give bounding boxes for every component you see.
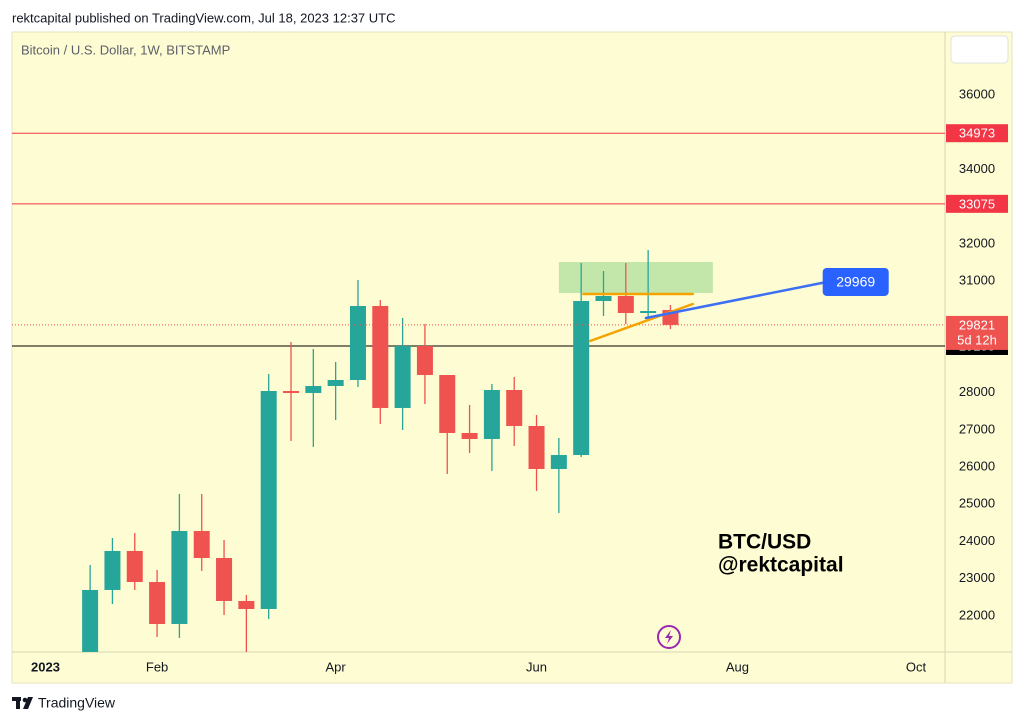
- scale-button[interactable]: [950, 35, 1009, 64]
- logo-part: [23, 697, 33, 709]
- candle-body: [82, 589, 99, 652]
- candle-body: [550, 455, 567, 469]
- y-tick-label: 28000: [959, 384, 995, 399]
- candle-body: [193, 530, 210, 559]
- y-tick-label: 27000: [959, 421, 995, 436]
- candle-body: [640, 311, 657, 314]
- trend-line: [644, 280, 828, 320]
- candle-body: [171, 530, 188, 624]
- candle-body: [349, 305, 366, 380]
- level-label-box: [946, 124, 1008, 143]
- candle-body: [283, 391, 300, 393]
- candle-body: [617, 296, 634, 314]
- candle-body: [216, 558, 233, 601]
- candle-body: [104, 550, 121, 590]
- candle-body: [528, 425, 545, 469]
- lightning-icon[interactable]: [657, 625, 681, 649]
- header: rektcapital published on TradingView.com…: [12, 10, 396, 25]
- y-tick-label: 23000: [959, 570, 995, 585]
- icon-bolt: [665, 630, 673, 644]
- level-label: 33075: [959, 196, 995, 211]
- candle-body: [372, 305, 389, 408]
- candle-body: [305, 385, 322, 393]
- y-tick-label: 24000: [959, 533, 995, 548]
- x-tick-label: Apr: [326, 659, 347, 674]
- callout-label: 29969: [836, 274, 875, 290]
- candle-body: [394, 345, 411, 408]
- candle-body: [573, 300, 590, 456]
- icon-circle: [657, 625, 681, 649]
- candle-body: [506, 390, 523, 426]
- tradingview-logo: [12, 697, 33, 709]
- y-tick-label: 22000: [959, 607, 995, 622]
- candle-body: [439, 375, 456, 433]
- callout-box: [822, 267, 889, 296]
- footer: TradingView: [38, 695, 116, 711]
- x-tick-label: Feb: [146, 659, 168, 674]
- candle-body: [149, 582, 166, 624]
- annotation: @rektcapital: [718, 554, 844, 577]
- level-label: 34973: [959, 126, 995, 141]
- x-tick-label: 2023: [31, 659, 60, 674]
- candle-body: [595, 296, 612, 301]
- y-tick-label: 32000: [959, 235, 995, 250]
- x-tick-label: Aug: [726, 659, 749, 674]
- annotation: BTC/USD: [718, 531, 811, 554]
- y-tick-label: 25000: [959, 496, 995, 511]
- candle-body: [483, 390, 500, 440]
- y-tick-label: 31000: [959, 272, 995, 287]
- logo-part: [22, 697, 28, 703]
- chart-title: Bitcoin / U.S. Dollar, 1W, BITSTAMP: [21, 42, 230, 57]
- y-tick-label: 26000: [959, 459, 995, 474]
- x-tick-label: Jun: [526, 659, 547, 674]
- y-tick-label: 34000: [959, 161, 995, 176]
- candle-body: [260, 391, 277, 609]
- candle-body: [461, 432, 478, 440]
- level-label-box: [946, 194, 1008, 213]
- countdown: 5d 12h: [957, 332, 997, 347]
- trend-line: [588, 302, 695, 343]
- candle-body: [238, 600, 255, 609]
- y-tick-label: 36000: [959, 86, 995, 101]
- price-label-box: [946, 315, 1008, 350]
- zone: [558, 261, 713, 293]
- candle-body: [126, 550, 143, 583]
- x-tick-label: Oct: [906, 659, 927, 674]
- candle-body: [416, 345, 433, 376]
- plot: [12, 132, 945, 652]
- candle-body: [327, 379, 344, 386]
- logo-part: [16, 697, 20, 709]
- price-label: 29821: [959, 317, 995, 332]
